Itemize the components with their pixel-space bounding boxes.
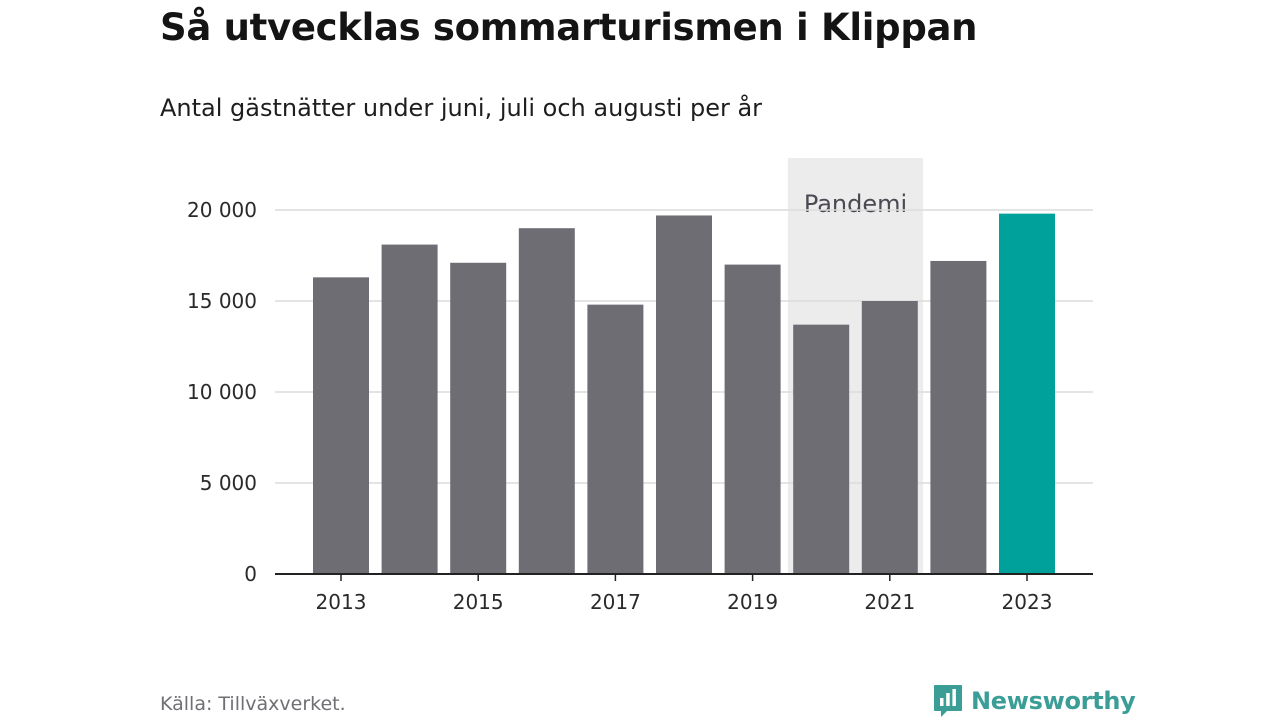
bar-chart: Pandemi 0 5 000 10 000 15 000 20 000 2013 2015… [187,158,1093,614]
source-note: Källa: Tillväxverket. [160,693,346,715]
x-tick-label: 2021 [864,590,915,614]
y-tick-label: 10 000 [187,380,257,404]
y-tick-label: 5 000 [200,471,257,495]
bars [313,213,1055,574]
bar-2021 [861,301,918,574]
bar-2019 [724,264,781,574]
bar-2013 [313,277,369,574]
bar-2023 [999,213,1055,574]
bar-2016 [518,228,575,574]
brand-name: Newsworthy [971,687,1136,715]
axes: 0 5 000 10 000 15 000 20 000 2013 2015 2017 2019… [187,198,1093,614]
chart-subtitle: Antal gästnätter under juni, juli och au… [160,94,763,122]
x-tick-label: 2013 [316,590,367,614]
x-tick-label: 2015 [453,590,504,614]
brand-logo: Newsworthy [933,683,1136,719]
newsworthy-logo-icon [934,685,962,717]
bar-2017 [587,304,644,574]
y-tick-label: 15 000 [187,289,257,313]
x-tick-label: 2023 [1002,590,1053,614]
x-tick-label: 2019 [727,590,778,614]
bar-2022 [930,260,987,574]
bar-2015 [450,262,507,574]
chart-title: Så utvecklas sommarturismen i Klippan [160,6,978,49]
bar-2018 [656,215,712,574]
x-tick-label: 2017 [590,590,641,614]
y-tick-label: 0 [244,562,257,586]
annotation-label: Pandemi [804,190,907,218]
bar-2014 [381,244,438,574]
y-tick-label: 20 000 [187,198,257,222]
bar-2020 [793,324,850,574]
